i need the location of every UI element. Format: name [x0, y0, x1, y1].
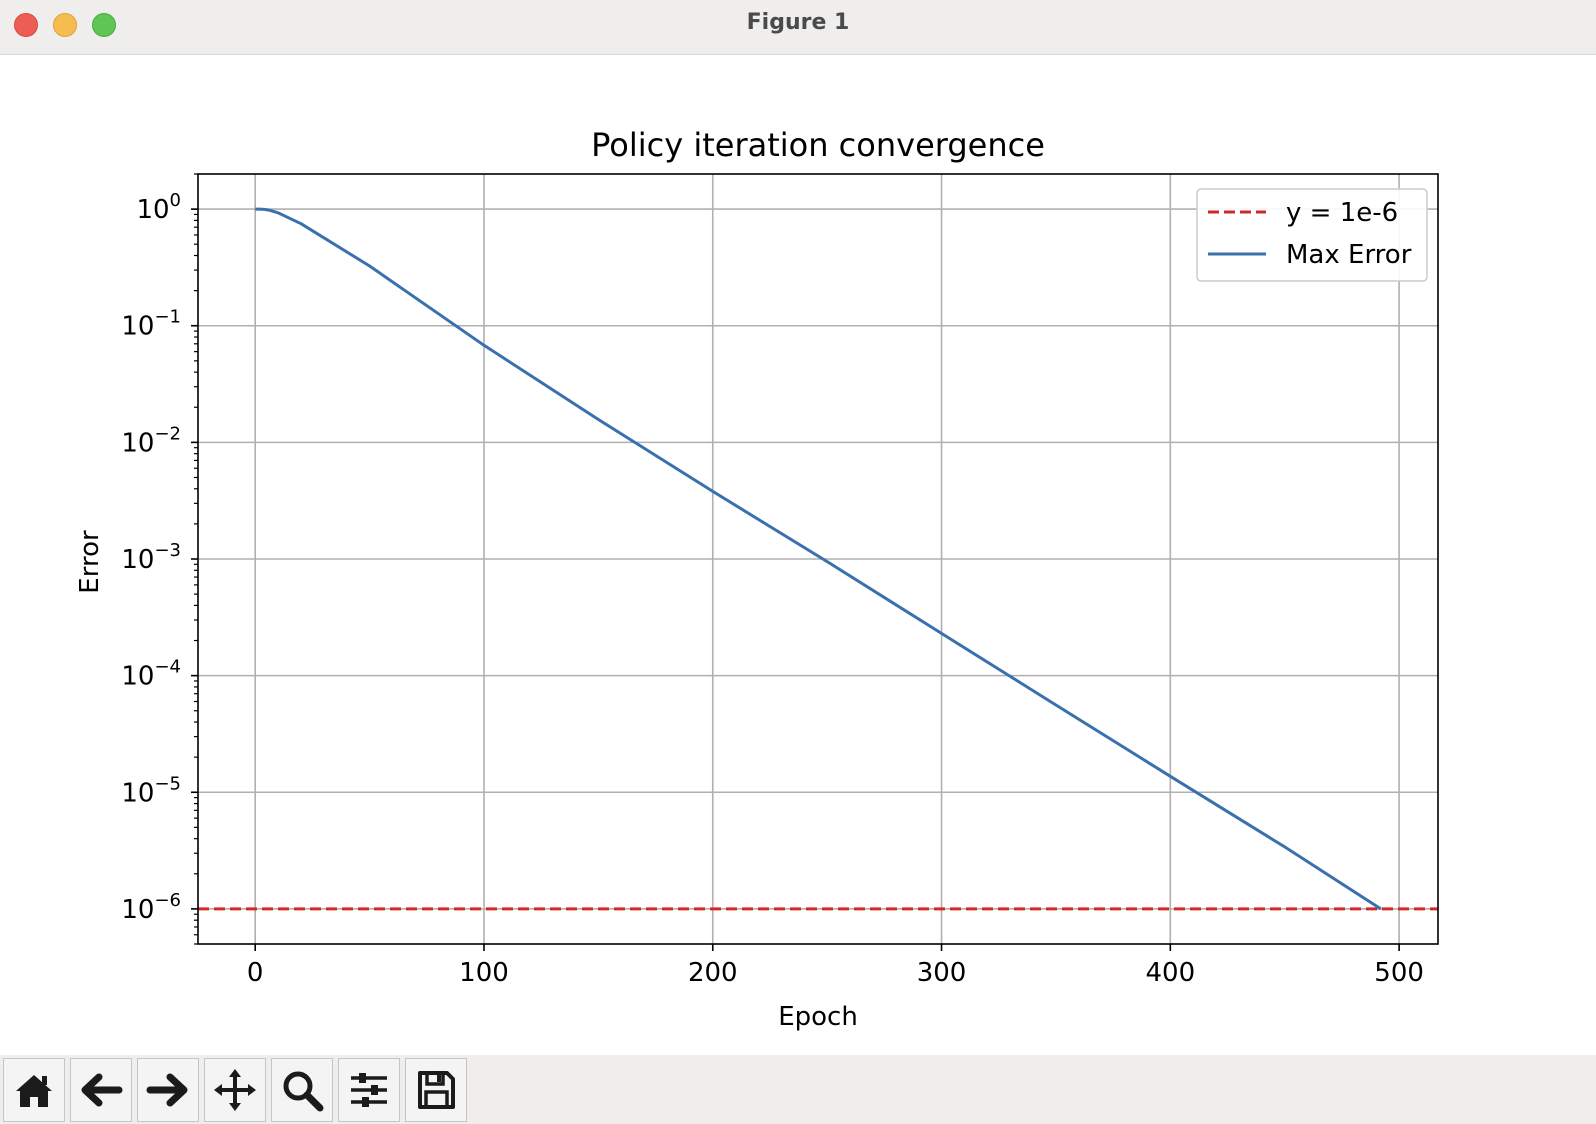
legend-label: Max Error	[1286, 240, 1412, 270]
y-tick-label: 10−6	[121, 890, 181, 925]
window-titlebar: Figure 1	[0, 0, 1596, 55]
configure-subplots-button[interactable]	[338, 1058, 400, 1122]
figure-canvas: 0 100 200 300 400 500 100 10−1 10−2 10−3 10−4 10−5 1…	[0, 55, 1596, 1055]
zoom-button[interactable]	[271, 1058, 333, 1122]
x-tick-label: 300	[917, 958, 967, 988]
pan-button[interactable]	[204, 1058, 266, 1122]
x-tick-label: 500	[1374, 958, 1424, 988]
save-button[interactable]	[405, 1058, 467, 1122]
legend: y = 1e-6 Max Error	[1196, 188, 1428, 282]
home-icon	[16, 1075, 52, 1107]
legend-box	[1196, 188, 1428, 282]
y-tick-label: 10−5	[121, 773, 181, 808]
x-tick-label: 0	[247, 958, 264, 988]
max-error-line	[255, 207, 1382, 911]
y-tick-label: 10−1	[121, 307, 181, 342]
y-axis-label: Error	[75, 530, 105, 594]
minimize-window-button[interactable]	[53, 13, 77, 37]
chart: 0 100 200 300 400 500 100 10−1 10−2 10−3 10−4 10−5 1…	[0, 55, 1596, 1055]
pan-icon	[214, 1069, 256, 1111]
forward-button[interactable]	[137, 1058, 199, 1122]
y-tick-label: 100	[136, 190, 181, 225]
legend-label: y = 1e-6	[1286, 198, 1398, 228]
back-arrow-icon	[81, 1073, 123, 1107]
window-title: Figure 1	[746, 10, 850, 35]
y-tick-label: 10−3	[121, 540, 181, 575]
x-tick-label: 200	[688, 958, 738, 988]
x-axis-label: Epoch	[778, 1002, 858, 1032]
zoom-icon	[283, 1071, 324, 1112]
x-tick-label: 100	[459, 958, 509, 988]
navigation-toolbar	[0, 1055, 1596, 1124]
forward-arrow-icon	[146, 1073, 188, 1107]
chart-title: Policy iteration convergence	[591, 126, 1045, 164]
home-button[interactable]	[3, 1058, 65, 1122]
back-button[interactable]	[70, 1058, 132, 1122]
sliders-icon	[351, 1073, 387, 1107]
close-window-button[interactable]	[14, 13, 38, 37]
zoom-window-button[interactable]	[92, 13, 116, 37]
y-tick-label: 10−4	[121, 657, 181, 692]
x-tick-label: 400	[1146, 958, 1196, 988]
save-icon	[418, 1071, 455, 1109]
y-tick-label: 10−2	[121, 423, 181, 458]
